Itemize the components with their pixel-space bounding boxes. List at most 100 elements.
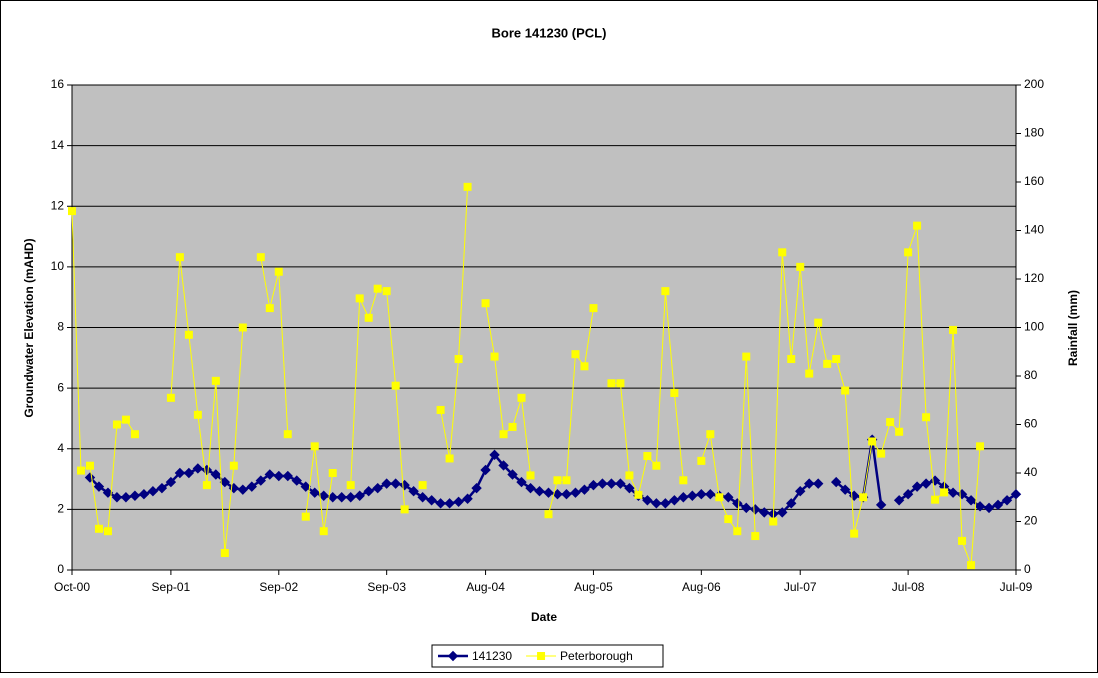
data-point (886, 418, 895, 427)
data-point (85, 461, 94, 470)
y-tick-label: 8 (57, 320, 64, 334)
data-point (877, 449, 886, 458)
data-point (345, 492, 356, 503)
data-point (893, 495, 905, 506)
legend-marker (447, 650, 459, 662)
data-point (875, 499, 887, 511)
x-axis-title: Date (531, 610, 557, 624)
x-tick-label: Aug-04 (466, 580, 505, 594)
data-point (120, 492, 132, 503)
y-tick-label: 14 (51, 138, 65, 152)
data-point (301, 512, 310, 521)
data-point (436, 405, 445, 414)
data-point (832, 355, 841, 364)
data-point (544, 510, 553, 519)
data-point (238, 323, 247, 332)
data-point (319, 527, 328, 536)
data-point (974, 501, 986, 512)
data-point (372, 482, 383, 494)
data-point (902, 489, 914, 500)
x-tick-label: Jul-09 (1000, 580, 1033, 594)
data-point (202, 481, 211, 490)
data-point (724, 515, 733, 524)
data-point (400, 505, 409, 514)
data-point (463, 182, 472, 191)
data-point (616, 379, 625, 388)
data-point (561, 489, 572, 500)
data-point (579, 484, 590, 495)
data-point (68, 207, 76, 216)
data-point (848, 490, 860, 501)
data-point (534, 485, 545, 497)
y2-tick-label: 80 (1024, 368, 1038, 382)
y-tick-label: 16 (51, 77, 65, 91)
data-point (796, 262, 805, 271)
data-point (660, 498, 671, 509)
x-tick-label: Oct-00 (54, 580, 90, 594)
legend-marker (537, 652, 546, 660)
data-point (462, 493, 473, 504)
data-point (723, 492, 734, 503)
data-point (166, 393, 175, 402)
data-point (839, 484, 851, 495)
data-point (265, 304, 274, 313)
data-point (192, 463, 204, 474)
data-point (642, 495, 653, 506)
data-point (165, 476, 177, 488)
data-point (112, 420, 121, 429)
data-point (183, 467, 195, 479)
data-point (607, 379, 616, 388)
data-point (706, 430, 715, 439)
x-tick-label: Jul-07 (784, 580, 817, 594)
series-line (305, 446, 334, 532)
legend-label: 141230 (472, 649, 512, 663)
data-point (211, 376, 220, 385)
data-point (346, 481, 355, 490)
data-point (597, 478, 608, 489)
data-point (697, 456, 706, 465)
data-point (354, 490, 365, 501)
y2-tick-label: 0 (1024, 562, 1031, 576)
data-point (256, 253, 265, 262)
data-point (237, 484, 249, 495)
data-point (920, 478, 932, 489)
data-point (390, 478, 401, 489)
x-tick-label: Aug-05 (574, 580, 613, 594)
data-point (947, 487, 959, 498)
data-point (958, 536, 967, 545)
x-tick-label: Jul-08 (892, 580, 925, 594)
data-point (310, 442, 319, 451)
data-point (678, 492, 689, 503)
data-point (408, 485, 419, 497)
data-point (426, 495, 437, 506)
data-point (274, 267, 283, 276)
data-point (795, 485, 806, 497)
y-tick-label: 0 (57, 562, 64, 576)
data-point (525, 482, 536, 494)
data-point (759, 507, 770, 518)
data-point (76, 466, 85, 475)
y2-tick-label: 140 (1024, 223, 1044, 237)
data-point (931, 495, 940, 504)
data-point (355, 294, 364, 303)
data-point (435, 498, 446, 509)
data-point (364, 313, 373, 322)
data-point (229, 461, 238, 470)
data-point (580, 362, 589, 371)
data-point (992, 499, 1004, 511)
data-point (841, 386, 850, 395)
y2-tick-label: 120 (1024, 271, 1044, 285)
data-point (814, 318, 823, 327)
data-point (562, 476, 571, 485)
data-point (184, 330, 193, 339)
data-point (859, 493, 868, 502)
data-point (553, 476, 562, 485)
data-point (571, 350, 580, 359)
data-point (508, 422, 517, 431)
series-line (440, 186, 469, 459)
data-point (219, 476, 231, 488)
series-line (548, 308, 594, 515)
data-point (868, 437, 877, 446)
data-point (652, 461, 661, 470)
